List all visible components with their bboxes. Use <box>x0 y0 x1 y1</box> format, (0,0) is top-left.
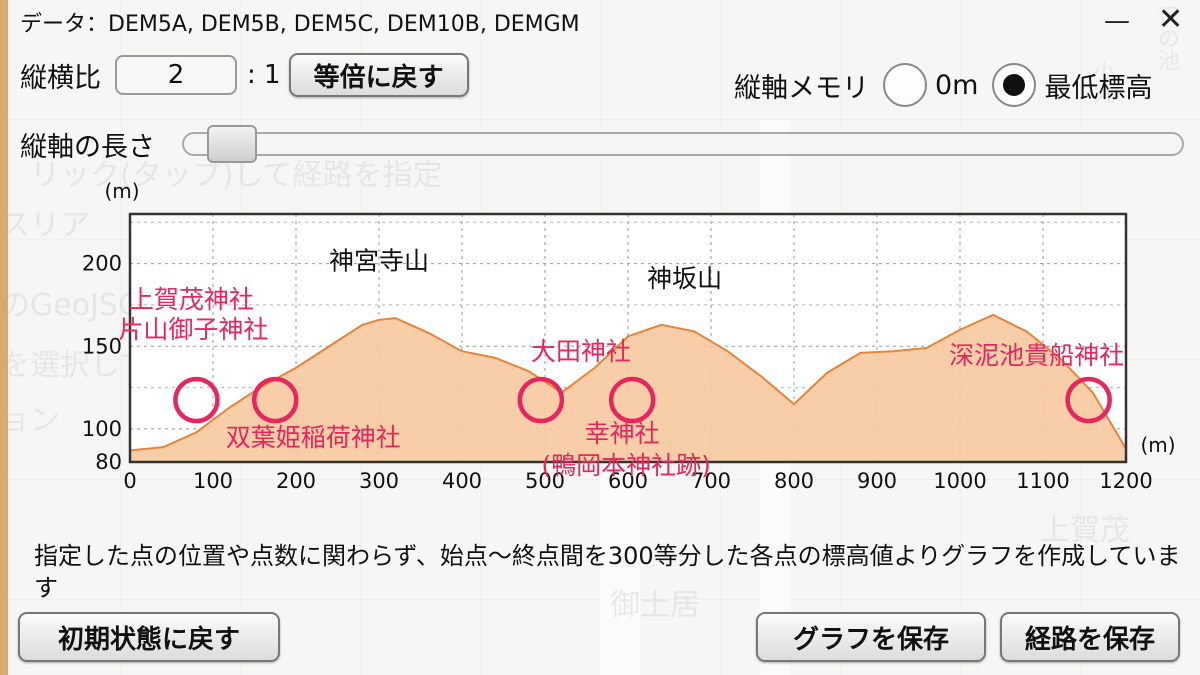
shrine-marker <box>1065 376 1112 424</box>
x-tick-label: 1200 <box>1099 469 1152 493</box>
vertical-scale-label: 縦軸メモリ <box>734 72 869 104</box>
aspect-ratio-row: 縦横比 : 1 等倍に戻す <box>20 53 469 97</box>
y-tick-label: 100 <box>82 417 122 441</box>
x-tick-label: 900 <box>857 469 897 493</box>
y-tick-label: 150 <box>82 334 122 358</box>
radio-min-elevation-label: 最低標高 <box>1044 72 1153 104</box>
shrine-label: 深泥池貴船神社 <box>949 341 1124 370</box>
shrine-label: 上賀茂神社 <box>129 285 254 314</box>
minimize-icon[interactable]: — <box>1104 6 1130 36</box>
shrine-label: 双葉姫稲荷神社 <box>226 423 401 452</box>
aspect-ratio-suffix: : 1 <box>247 60 281 90</box>
x-tick-label: 300 <box>359 469 399 493</box>
shrine-label: (鴨岡本神社跡) <box>541 451 711 480</box>
y-axis-label: (m) <box>104 179 139 203</box>
shrine-marker <box>252 376 299 424</box>
shrine-marker <box>517 376 565 424</box>
vertical-length-label: 縦軸の長さ <box>20 131 155 163</box>
elevation-chart: 0 100 200 300 400 500 600 700 800 900 1000 1100 1200… <box>0 170 1200 500</box>
x-tick-label: 100 <box>193 469 233 493</box>
x-tick-label: 1000 <box>933 469 986 493</box>
elevation-area <box>130 314 1126 462</box>
x-tick-label: 400 <box>442 469 482 493</box>
peak-label: 神宮寺山 <box>329 247 429 276</box>
aspect-ratio-label: 縦横比 <box>20 62 101 94</box>
shrine-label: 幸神社 <box>585 419 660 448</box>
y-tick-label: 80 <box>95 450 122 474</box>
elevation-chart-svg: 0 100 200 300 400 500 600 700 800 900 1000 1100 1200… <box>82 179 1176 493</box>
radio-zero-m-label: 0m <box>935 69 979 101</box>
x-tick-label: 700 <box>691 469 731 493</box>
y-tick-label: 200 <box>82 252 122 276</box>
x-tick-label: 800 <box>774 469 814 493</box>
x-tick-label: 500 <box>525 469 565 493</box>
radio-zero-m[interactable] <box>883 63 927 107</box>
x-tick-label: 0 <box>123 469 136 493</box>
shrine-label: 片山御子神社 <box>118 315 268 344</box>
radio-min-elevation[interactable] <box>992 63 1037 107</box>
plot-frame <box>128 212 1128 464</box>
x-axis-label: (m) <box>1140 433 1175 457</box>
vertical-scale-group: 縦軸メモリ 0m 最低標高 <box>734 62 1152 108</box>
save-graph-button[interactable]: グラフを保存 <box>756 612 986 662</box>
x-tick-label: 1100 <box>1016 469 1069 493</box>
slider-thumb[interactable] <box>206 125 257 163</box>
close-icon[interactable]: ✕ <box>1158 2 1184 37</box>
aspect-ratio-input[interactable] <box>115 55 237 95</box>
vertical-length-slider[interactable] <box>182 125 1184 163</box>
note-text: 指定した点の位置や点数に関わらず、始点〜終点間を300等分した各点の標高値よりグ… <box>34 542 1181 602</box>
shrine-marker <box>173 376 220 424</box>
vertical-length-row: 縦軸の長さ <box>20 124 155 164</box>
x-tick-label: 600 <box>608 469 648 493</box>
elevation-line <box>129 313 1127 452</box>
left-edge <box>0 0 8 675</box>
x-tick-label: 200 <box>276 469 316 493</box>
shrine-label: 大田神社 <box>531 337 631 366</box>
peak-label: 神坂山 <box>647 264 722 293</box>
data-sources-label: データ：DEM5A, DEM5B, DEM5C, DEM10B, DEMGM <box>20 12 580 37</box>
save-route-button[interactable]: 経路を保存 <box>1000 612 1180 662</box>
reset-initial-button[interactable]: 初期状態に戻す <box>18 612 280 662</box>
reset-ratio-button[interactable]: 等倍に戻す <box>288 53 469 97</box>
shrine-marker <box>608 376 656 424</box>
